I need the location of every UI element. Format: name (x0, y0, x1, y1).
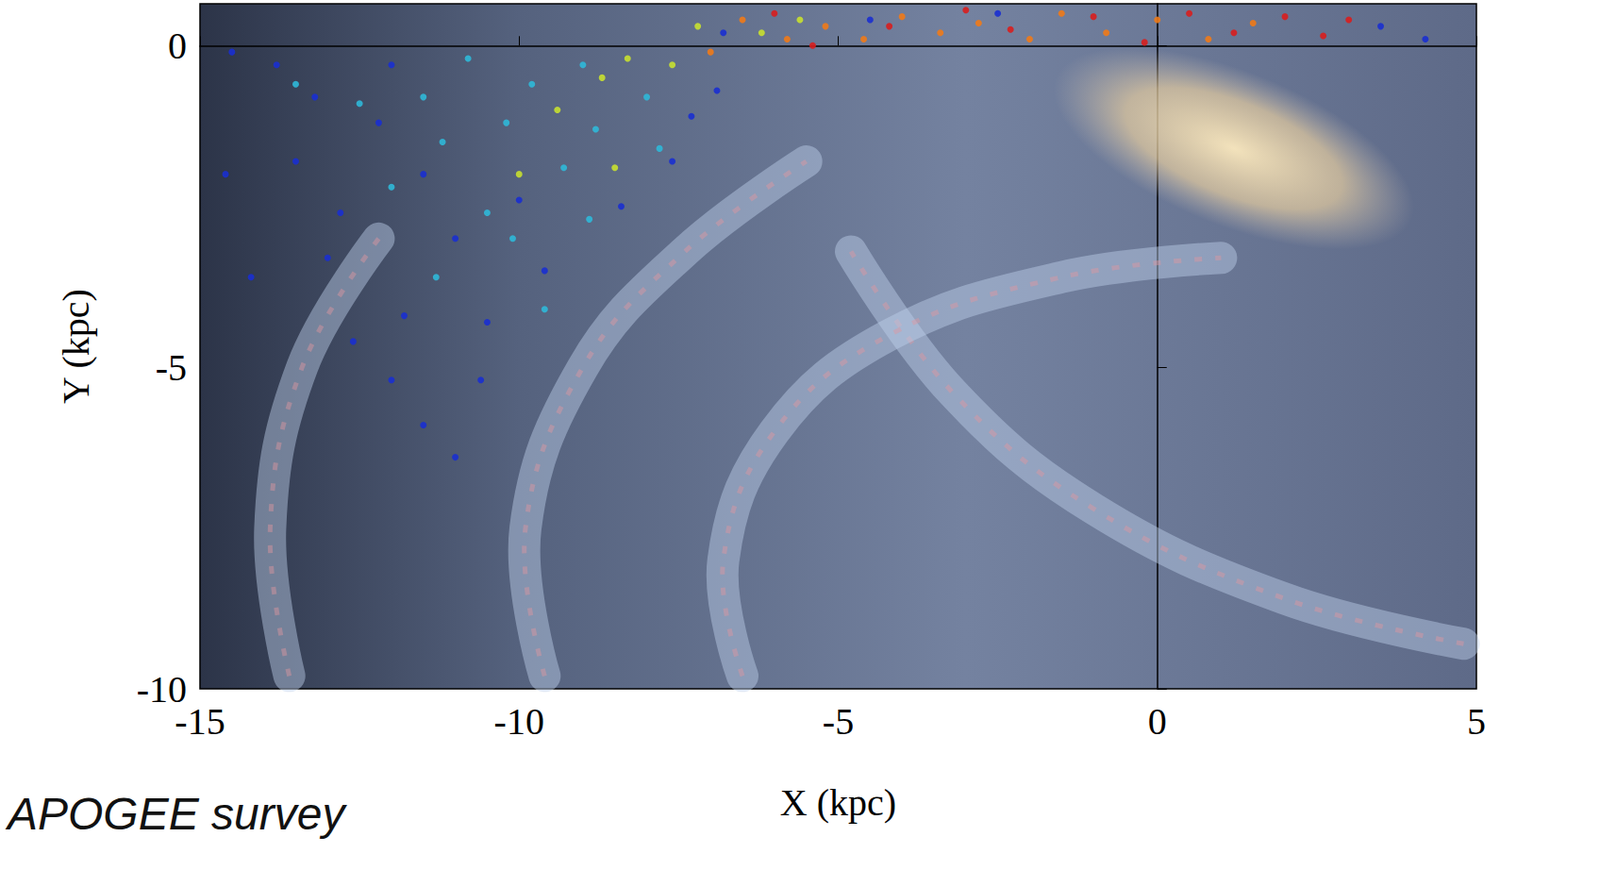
svg-text:0: 0 (167, 24, 187, 67)
svg-text:Y (kpc): Y (kpc) (54, 288, 98, 404)
svg-text:-5: -5 (155, 346, 187, 389)
svg-text:X (kpc): X (kpc) (780, 781, 897, 824)
svg-text:APOGEE survey: APOGEE survey (4, 788, 348, 839)
svg-text:0: 0 (1148, 700, 1167, 743)
svg-text:-10: -10 (136, 667, 187, 710)
svg-text:-5: -5 (822, 700, 854, 743)
svg-text:-15: -15 (174, 700, 225, 743)
svg-text:-10: -10 (494, 700, 545, 743)
svg-text:5: 5 (1466, 700, 1486, 743)
